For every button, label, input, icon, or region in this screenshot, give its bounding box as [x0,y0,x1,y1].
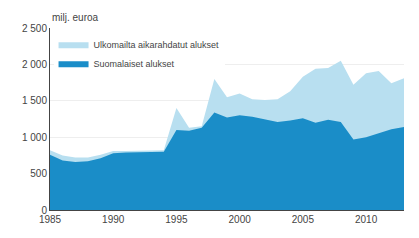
svg-text:2000: 2000 [229,214,252,225]
svg-text:2010: 2010 [355,214,378,225]
svg-text:1985: 1985 [39,214,62,225]
svg-text:1990: 1990 [102,214,125,225]
svg-text:0: 0 [41,205,47,216]
svg-text:2005: 2005 [292,214,315,225]
svg-text:500: 500 [30,168,47,179]
svg-text:Ulkomailta aikarahdatut alukse: Ulkomailta aikarahdatut alukset [94,40,220,50]
svg-text:2 000: 2 000 [22,59,47,70]
svg-text:Suomalaiset alukset: Suomalaiset alukset [94,59,175,69]
svg-text:1995: 1995 [165,214,188,225]
svg-text:1 000: 1 000 [22,132,47,143]
svg-text:milj. euroa: milj. euroa [52,12,99,23]
svg-text:1 500: 1 500 [22,95,47,106]
svg-text:2 500: 2 500 [22,23,47,34]
